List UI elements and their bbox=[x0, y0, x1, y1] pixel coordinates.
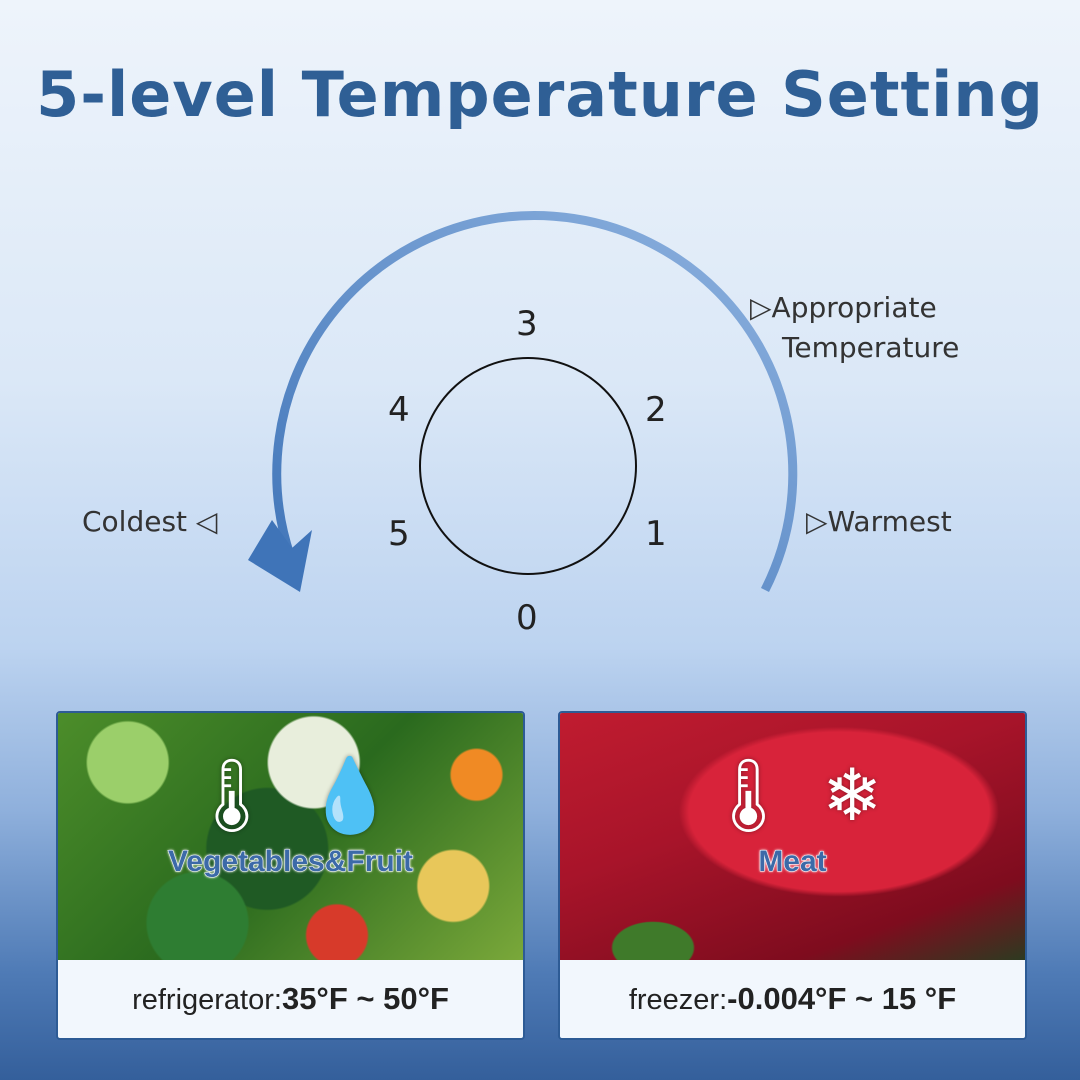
dial-number-0: 0 bbox=[516, 598, 538, 638]
thermometer-icon: 🌡 bbox=[185, 756, 278, 836]
temperature-range: refrigerator:35°F ~ 50°F bbox=[58, 960, 523, 1038]
temperature-range: freezer:-0.004°F ~ 15 °F bbox=[560, 960, 1025, 1038]
dial-graphic bbox=[248, 211, 798, 593]
water-drop-icon: 💧 bbox=[305, 756, 396, 836]
appropriate-label-2: Temperature bbox=[782, 331, 960, 364]
dial-number-3: 3 bbox=[516, 304, 538, 344]
meat-panel: 🌡 ❄ Meat freezer:-0.004°F ~ 15 °F bbox=[558, 711, 1027, 1040]
category-label: Meat bbox=[758, 845, 827, 879]
vegetables-panel: 🌡 💧 Vegetables&Fruit refrigerator:35°F ~ … bbox=[56, 711, 525, 1040]
range-value: -0.004°F ~ 15 °F bbox=[727, 981, 957, 1016]
appropriate-label-1: ▷Appropriate bbox=[750, 291, 937, 324]
warmest-label: ▷Warmest bbox=[806, 505, 952, 538]
range-value: 35°F ~ 50°F bbox=[281, 981, 449, 1016]
dial-number-4: 4 bbox=[388, 390, 410, 430]
range-label: refrigerator: bbox=[132, 984, 282, 1016]
dial-circle bbox=[419, 357, 637, 575]
coldest-label: Coldest ◁ bbox=[82, 505, 218, 538]
dial-number-1: 1 bbox=[645, 514, 667, 554]
arrowhead-icon bbox=[248, 520, 312, 592]
range-label: freezer: bbox=[628, 984, 728, 1016]
meat-photo: 🌡 ❄ Meat bbox=[560, 713, 1025, 960]
snowflake-icon: ❄ bbox=[822, 756, 883, 836]
category-label: Vegetables&Fruit bbox=[167, 845, 414, 879]
direction-arc bbox=[272, 211, 798, 593]
page-title: 5-level Temperature Setting bbox=[36, 58, 1044, 131]
dial-number-2: 2 bbox=[645, 390, 667, 430]
thermometer-icon: 🌡 bbox=[702, 756, 795, 836]
vegetables-photo: 🌡 💧 Vegetables&Fruit bbox=[58, 713, 523, 960]
dial-number-5: 5 bbox=[388, 514, 410, 554]
